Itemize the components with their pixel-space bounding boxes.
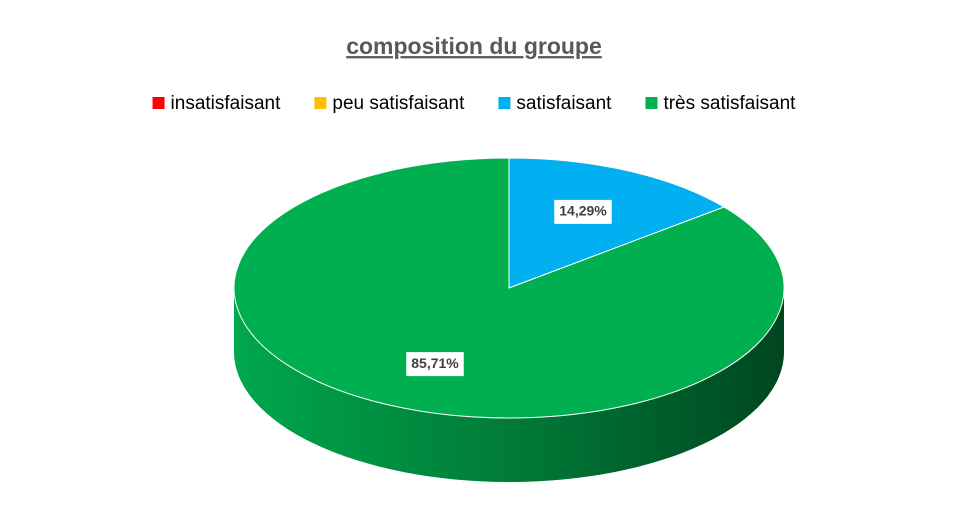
legend-label: peu satisfaisant (332, 93, 465, 114)
slice-side-shade (234, 288, 784, 482)
legend-swatch (498, 97, 511, 109)
legend-swatch (645, 97, 658, 109)
value-label: 14,29% (559, 203, 607, 219)
legend-swatch (152, 97, 165, 109)
legend-swatch (314, 97, 327, 109)
legend-label: très satisfaisant (663, 93, 796, 114)
slice (233, 157, 785, 419)
slice (508, 157, 726, 289)
value-label-box (554, 199, 612, 224)
value-label-box (406, 352, 464, 377)
legend-label: insatisfaisant (171, 93, 282, 114)
value-label: 85,71% (411, 355, 459, 371)
chart-title: composition du groupe (346, 33, 602, 59)
legend-label: satisfaisant (516, 93, 612, 114)
